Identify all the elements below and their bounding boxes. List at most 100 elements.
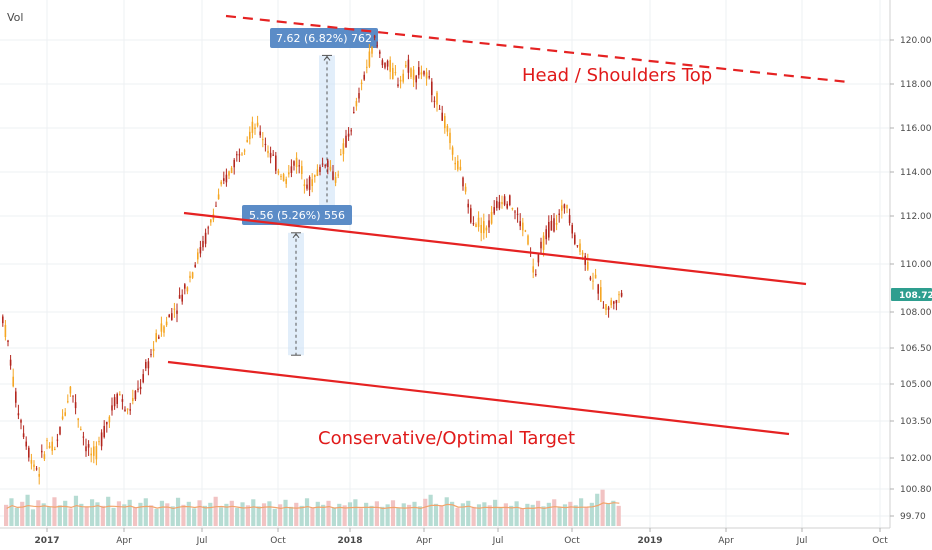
price-tick-label: 116.00 [900,124,932,134]
candle-body [288,172,290,175]
candle-body [472,223,475,225]
candle-body [555,222,558,225]
price-tick-label: 108.00 [900,308,932,318]
candle-body [108,416,111,423]
candle-body [347,133,350,137]
price-candles [2,34,623,485]
candle-body [80,428,82,431]
volume-bar [358,508,363,526]
time-tick-label: Jul [492,536,504,546]
volume-bar [186,501,191,526]
volume-bar [573,505,578,526]
candle-body [574,234,576,244]
candle-body [535,274,537,276]
candle-body [446,125,449,132]
candle-body [199,247,202,254]
volume-bar [165,503,170,526]
measure-arrow-icon [292,232,300,239]
volume-bar [503,503,508,526]
candle-body [220,181,222,185]
candle-body [576,245,579,247]
head-shoulders-annotation[interactable]: Head / Shoulders Top [522,65,712,86]
target-annotation[interactable]: Conservative/Optimal Target [318,428,575,449]
candle-body [407,59,410,73]
resistance-trendline-dashed[interactable] [225,14,849,84]
candle-body [464,186,467,192]
candle-body [386,60,389,67]
candle-body [147,361,150,369]
candle-body [267,150,269,154]
candle-body [134,390,137,400]
volume-bar [251,499,256,526]
price-tick-label: 118.00 [900,80,932,90]
candle-body [545,229,547,240]
volume-bar [63,500,68,526]
time-tick-label: 2018 [337,536,362,546]
time-axis-panel[interactable] [0,528,932,550]
candle-body [550,220,553,231]
candle-body [410,68,412,78]
volume-bar [509,505,514,526]
volume-bar [380,506,385,526]
candle-body [423,70,425,75]
candle-body [124,409,126,412]
candle-body [607,307,610,310]
time-tick-label: Apr [416,536,432,546]
candle-body [275,155,277,171]
candle-body [121,399,124,402]
candle-body [150,354,152,356]
candle-body [316,169,319,177]
target-trendline[interactable] [167,360,790,436]
candle-body [321,163,324,165]
measure-label-box[interactable] [242,205,352,225]
candle-body [418,67,420,76]
measurement-tools[interactable]: 7.62 (6.82%) 762 5.56 (5.26%) 556 [242,28,378,356]
volume-bar [482,502,487,526]
candle-body [558,213,560,215]
price-tick-label: 112.00 [900,212,932,222]
candle-body [28,447,30,458]
time-tick-label: Apr [718,536,734,546]
candle-body [61,416,64,420]
volume-bar [240,502,245,526]
candle-body [111,405,113,411]
candle-body [509,195,511,205]
candle-body [207,227,209,229]
volume-bar [412,501,417,526]
candle-body [155,333,157,342]
candle-body [158,336,160,339]
volume-bar [546,502,551,526]
candle-body [467,203,469,208]
volume-bar [562,504,568,526]
price-axis-panel[interactable] [890,0,932,528]
measure-label-box[interactable] [270,28,378,48]
measure-label-text: 5.56 (5.26%) 556 [249,209,345,222]
volume-bar [143,498,148,526]
candle-body [178,295,181,299]
neckline-trendline[interactable] [183,211,807,286]
volume-bar [471,506,476,526]
volume-moving-average-line [6,502,620,510]
candle-body [561,205,563,211]
volume-bar [52,497,57,526]
volume-bar [326,500,331,526]
candle-body [350,130,352,132]
candle-body [597,284,599,294]
volume-bar [159,500,165,526]
volume-bar [208,502,213,526]
candle-body [139,386,142,390]
volume-bar [256,506,261,526]
volume-bar [364,502,369,526]
candle-body [228,171,230,176]
volume-bar [127,499,132,526]
candle-body [54,448,56,451]
candle-body [366,66,368,68]
candle-body [43,454,46,460]
candle-body [457,160,459,170]
volume-bar [347,502,353,526]
candle-body [59,426,61,435]
candle-body [295,157,298,168]
candle-body [306,184,308,189]
volume-bar [122,504,127,526]
